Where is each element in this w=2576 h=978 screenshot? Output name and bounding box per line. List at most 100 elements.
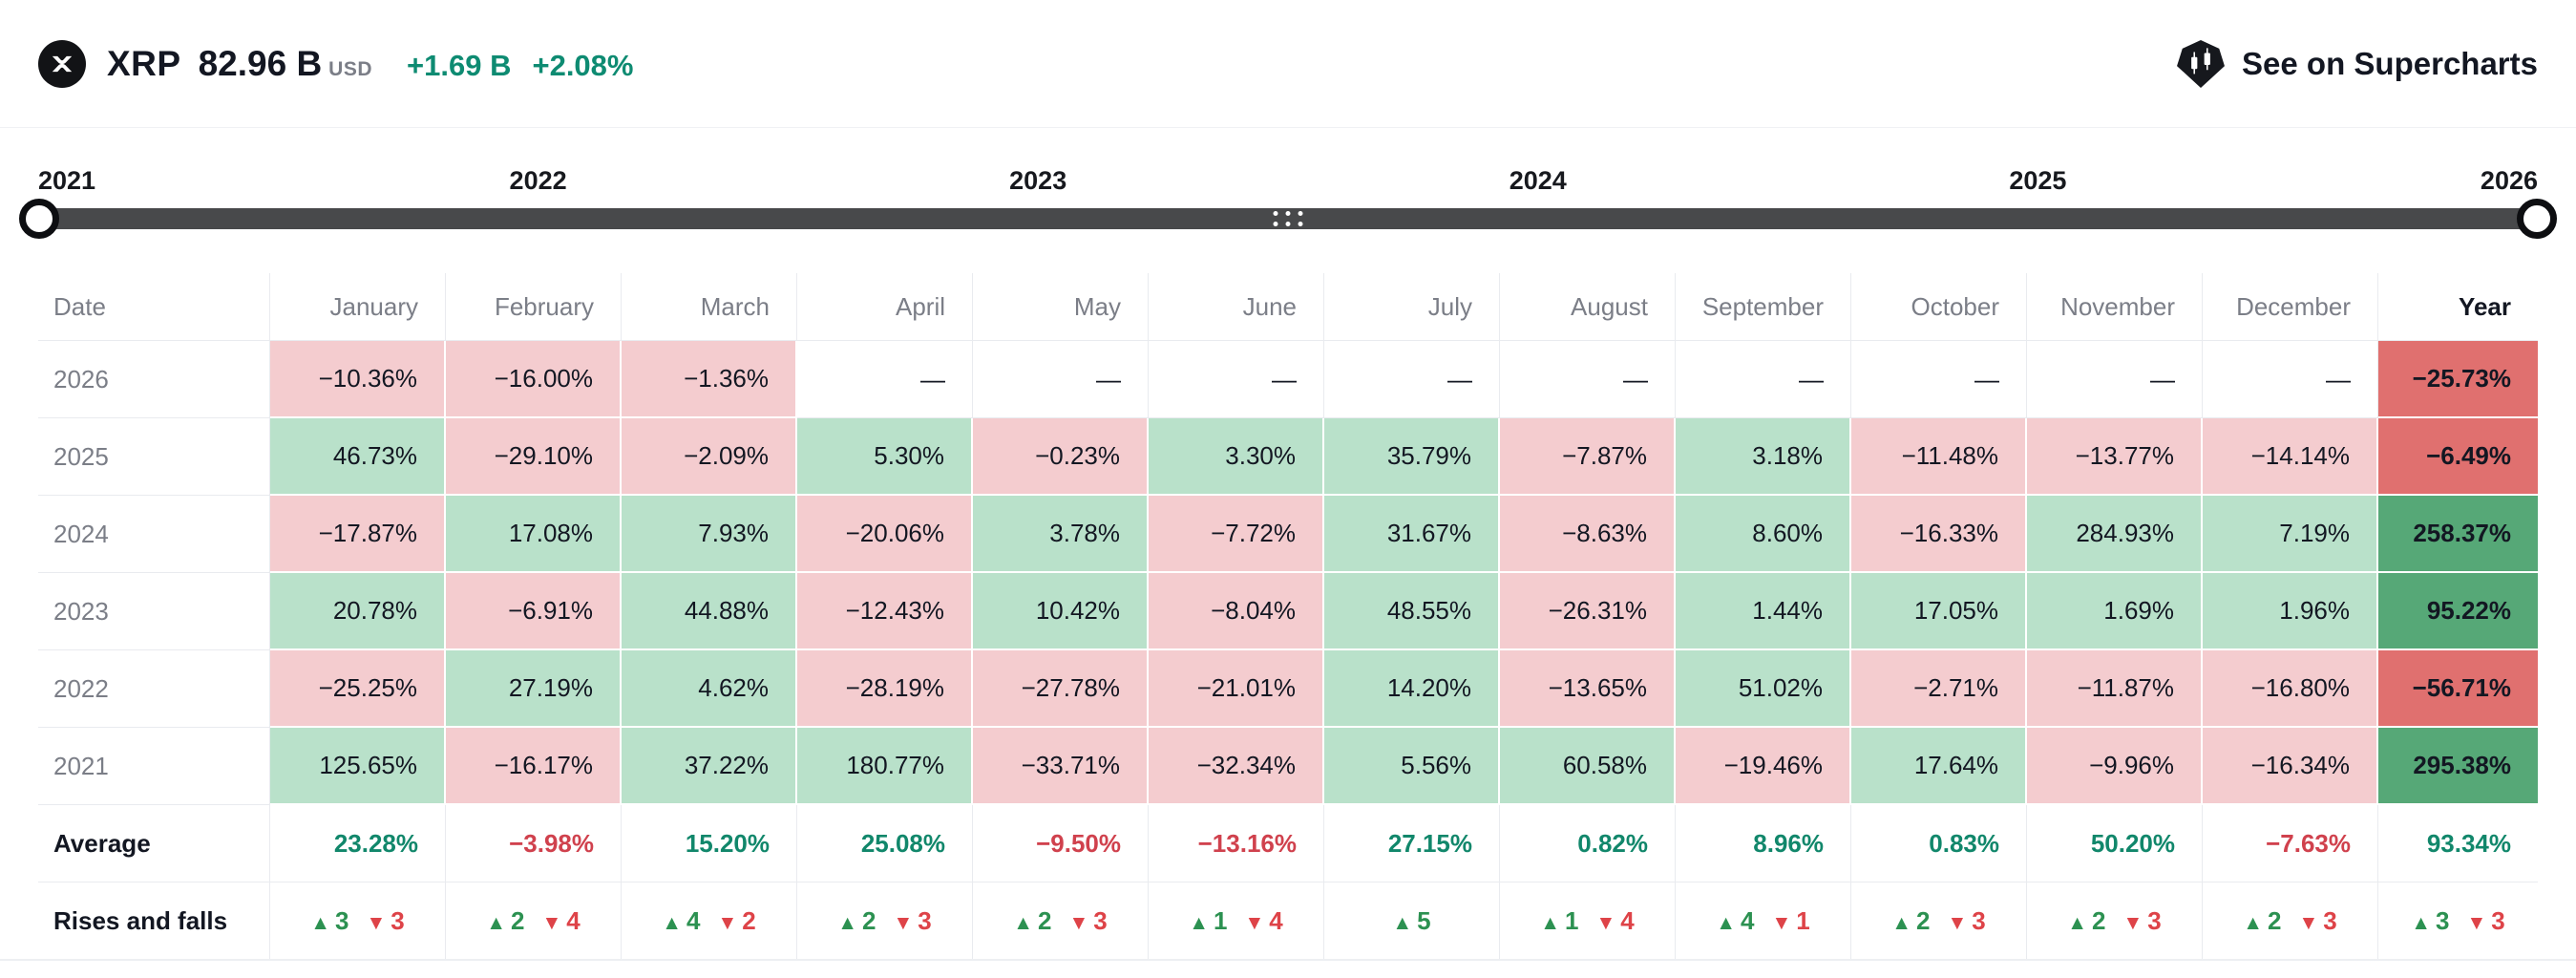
triangle-up-icon: ▲ bbox=[2243, 912, 2264, 934]
rises-falls-cell: ▲ 2 ▼ 4 bbox=[446, 882, 622, 960]
month-return-cell: 20.78% bbox=[270, 573, 446, 650]
see-on-supercharts-button[interactable]: See on Supercharts bbox=[2176, 38, 2538, 90]
month-return-cell: 3.78% bbox=[973, 496, 1149, 573]
slider-grip[interactable] bbox=[1273, 211, 1303, 226]
month-return-cell: −13.65% bbox=[1500, 650, 1676, 728]
month-return-cell: −14.14% bbox=[2203, 418, 2378, 496]
falls-count: 4 bbox=[1269, 906, 1283, 935]
month-return-cell: 14.20% bbox=[1324, 650, 1500, 728]
rises-pair: ▲ 2 bbox=[1891, 906, 1930, 936]
month-return-cell: −16.00% bbox=[446, 341, 622, 418]
slider-year-labels: 2021 2022 2023 2024 2025 2026 bbox=[38, 164, 2538, 196]
xrp-logo bbox=[38, 39, 86, 88]
rises-count: 2 bbox=[2268, 906, 2282, 935]
empty-cell: — bbox=[1851, 341, 2027, 418]
month-return-cell: −19.46% bbox=[1676, 728, 1851, 805]
year-return-cell: 95.22% bbox=[2378, 573, 2538, 650]
falls-pair: ▼ 3 bbox=[1069, 906, 1108, 936]
month-return-cell: 1.96% bbox=[2203, 573, 2378, 650]
rises-count: 1 bbox=[1565, 906, 1579, 935]
month-return-cell: −26.31% bbox=[1500, 573, 1676, 650]
average-label: Average bbox=[38, 805, 270, 882]
supercharts-icon bbox=[2176, 38, 2226, 90]
rises-pair: ▲ 2 bbox=[1013, 906, 1051, 936]
table-row: 2026 −10.36% −16.00% −1.36% — — — — — — — — — −25.73% bbox=[38, 341, 2538, 418]
row-year-label: 2023 bbox=[38, 573, 270, 650]
table-row: 2021 125.65% −16.17% 37.22% 180.77% −33.71% −3… bbox=[38, 728, 2538, 805]
falls-pair: ▼ 2 bbox=[718, 906, 756, 936]
triangle-up-icon: ▲ bbox=[1540, 912, 1561, 934]
triangle-down-icon: ▼ bbox=[1771, 912, 1792, 934]
month-return-cell: −1.36% bbox=[622, 341, 797, 418]
month-return-cell: −16.80% bbox=[2203, 650, 2378, 728]
triangle-up-icon: ▲ bbox=[2067, 912, 2088, 934]
triangle-down-icon: ▼ bbox=[1947, 912, 1968, 934]
slider-year-label: 2024 bbox=[1509, 166, 1567, 195]
falls-count: 3 bbox=[2147, 906, 2162, 935]
month-return-cell: 44.88% bbox=[622, 573, 797, 650]
triangle-down-icon: ▼ bbox=[2122, 912, 2143, 934]
month-return-cell: 8.60% bbox=[1676, 496, 1851, 573]
falls-count: 3 bbox=[1093, 906, 1108, 935]
row-year-label: 2025 bbox=[38, 418, 270, 496]
month-return-cell: −2.09% bbox=[622, 418, 797, 496]
slider-handle-left[interactable] bbox=[19, 199, 59, 239]
slider-year-label: 2026 bbox=[2480, 166, 2538, 195]
column-header: Date bbox=[38, 273, 270, 341]
rises-pair: ▲ 1 bbox=[1540, 906, 1578, 936]
falls-count: 3 bbox=[918, 906, 932, 935]
rises-falls-cell: ▲ 4 ▼ 1 bbox=[1676, 882, 1851, 960]
rises-falls-cell: ▲ 4 ▼ 2 bbox=[622, 882, 797, 960]
slider-year-label: 2025 bbox=[2009, 166, 2067, 195]
rises-falls-cell: ▲ 2 ▼ 3 bbox=[2027, 882, 2203, 960]
rises-count: 2 bbox=[1038, 906, 1052, 935]
rises-falls-cell: ▲ 2 ▼ 3 bbox=[1851, 882, 2027, 960]
change-absolute: +1.69 B bbox=[407, 48, 512, 82]
rises-pair: ▲ 2 bbox=[837, 906, 876, 936]
average-value: 27.15% bbox=[1324, 805, 1500, 882]
average-value: −13.16% bbox=[1149, 805, 1324, 882]
currency-label: USD bbox=[328, 57, 373, 80]
triangle-down-icon: ▼ bbox=[2298, 912, 2319, 934]
triangle-up-icon: ▲ bbox=[1891, 912, 1912, 934]
falls-pair: ▼ 1 bbox=[1772, 906, 1810, 936]
rises-falls-cell: ▲ 3 ▼ 3 bbox=[2378, 882, 2538, 960]
rises-pair: ▲ 2 bbox=[2067, 906, 2105, 936]
rises-falls-label: Rises and falls bbox=[38, 882, 270, 960]
average-value: 23.28% bbox=[270, 805, 446, 882]
rises-count: 1 bbox=[1214, 906, 1228, 935]
rises-pair: ▲ 2 bbox=[486, 906, 524, 936]
average-value: −9.50% bbox=[973, 805, 1149, 882]
triangle-down-icon: ▼ bbox=[893, 912, 914, 934]
rises-falls-cell: ▲ 1 ▼ 4 bbox=[1149, 882, 1324, 960]
month-return-cell: 31.67% bbox=[1324, 496, 1500, 573]
empty-cell: — bbox=[973, 341, 1149, 418]
rises-count: 5 bbox=[1417, 906, 1431, 935]
column-header: April bbox=[797, 273, 973, 341]
triangle-down-icon: ▼ bbox=[541, 912, 562, 934]
row-year-label: 2024 bbox=[38, 496, 270, 573]
table-row: 2024 −17.87% 17.08% 7.93% −20.06% 3.78% −7.72%… bbox=[38, 496, 2538, 573]
rises-count: 2 bbox=[1916, 906, 1931, 935]
month-return-cell: −33.71% bbox=[973, 728, 1149, 805]
slider-track[interactable] bbox=[19, 199, 2557, 239]
month-return-cell: −8.63% bbox=[1500, 496, 1676, 573]
average-row: Average 23.28% −3.98% 15.20% 25.08% −9.50% −13… bbox=[38, 805, 2538, 882]
rises-pair: ▲ 3 bbox=[2411, 906, 2449, 936]
rises-count: 3 bbox=[335, 906, 349, 935]
falls-pair: ▼ 4 bbox=[1245, 906, 1283, 936]
average-value: 50.20% bbox=[2027, 805, 2203, 882]
slider-handle-right[interactable] bbox=[2517, 199, 2557, 239]
rises-count: 3 bbox=[2436, 906, 2450, 935]
slider-year-label: 2022 bbox=[509, 166, 567, 195]
average-value: 8.96% bbox=[1676, 805, 1851, 882]
table-row: 2023 20.78% −6.91% 44.88% −12.43% 10.42% −8.04… bbox=[38, 573, 2538, 650]
rises-count: 4 bbox=[1741, 906, 1755, 935]
column-header: March bbox=[622, 273, 797, 341]
month-return-cell: 3.30% bbox=[1149, 418, 1324, 496]
supercharts-label: See on Supercharts bbox=[2242, 45, 2538, 81]
rises-falls-cell: ▲ 5 bbox=[1324, 882, 1500, 960]
column-header: December bbox=[2203, 273, 2378, 341]
month-return-cell: −11.48% bbox=[1851, 418, 2027, 496]
column-header: Year bbox=[2378, 273, 2538, 341]
